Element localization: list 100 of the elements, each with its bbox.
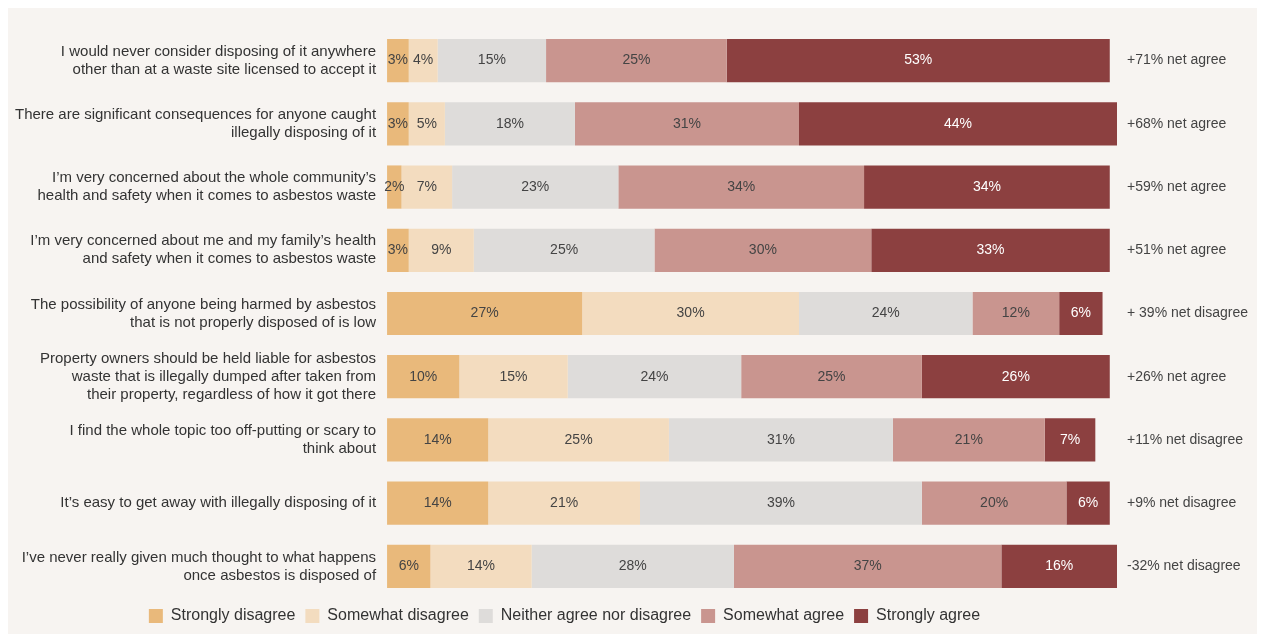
data-label: 3% <box>387 51 409 68</box>
text: +26% net agree <box>1127 367 1227 384</box>
bar <box>444 102 575 146</box>
data-label: 3% <box>387 114 409 131</box>
data-label: 33% <box>976 241 1005 258</box>
bar <box>726 38 1110 83</box>
data-label: 3% <box>387 241 409 258</box>
legend-label: Strongly agree <box>876 606 981 624</box>
bar <box>408 38 438 83</box>
data-label: 21% <box>550 494 579 511</box>
bar <box>741 355 922 399</box>
data-label: 16% <box>1045 557 1074 574</box>
bar <box>574 102 800 146</box>
bar <box>1001 544 1117 589</box>
data-label: 26% <box>1001 367 1030 384</box>
text: +68% net agree <box>1127 114 1227 131</box>
bar <box>430 544 532 589</box>
data-label: 37% <box>853 557 882 574</box>
bar <box>437 38 547 83</box>
data-label: 31% <box>672 114 701 131</box>
text: +71% net agree <box>1127 51 1227 68</box>
bar <box>892 418 1045 462</box>
data-label: 10% <box>409 367 438 384</box>
data-label: 6% <box>398 557 419 574</box>
y-tick-label: I’m very concerned about me and my family’s health and safety when it comes to asbestos waste <box>30 231 377 267</box>
bar <box>921 355 1110 399</box>
bar <box>567 355 742 399</box>
data-label: 21% <box>954 430 983 447</box>
bar <box>668 418 893 462</box>
data-label: 31% <box>766 430 795 447</box>
y-tick-label: It’s easy to get away with illegally disposing of it <box>60 493 377 511</box>
bar <box>921 481 1067 525</box>
data-label: 39% <box>766 494 795 511</box>
legend-label: Somewhat agree <box>723 606 845 624</box>
data-label: 34% <box>972 177 1001 194</box>
text: +9% net disagree <box>1127 494 1237 511</box>
bar <box>546 38 727 83</box>
bar <box>1044 418 1096 462</box>
data-label: 14% <box>423 494 452 511</box>
bar <box>387 544 431 589</box>
bar <box>864 165 1110 209</box>
text: +51% net agree <box>1127 241 1227 258</box>
y-tick-label: The possibility of anyone being harmed by asbestos that is not properly disposed of is low <box>30 294 377 330</box>
text: +11% net disagree <box>1127 430 1244 447</box>
bar <box>972 291 1060 336</box>
legend-label: Somewhat disagree <box>327 606 469 624</box>
data-label: 6% <box>1077 494 1099 511</box>
bar <box>459 355 568 399</box>
data-label: 12% <box>1001 304 1030 321</box>
data-label: 24% <box>871 304 900 321</box>
bar <box>387 481 489 525</box>
data-label: 4% <box>413 51 434 68</box>
y-tick-label: I would never consider disposing of it anywhere other than at a waste site licensed to accept it <box>60 41 377 77</box>
data-label: 44% <box>943 114 973 131</box>
data-label: 30% <box>676 304 705 321</box>
data-label: 14% <box>467 557 496 574</box>
bar <box>387 291 583 336</box>
legend-label: Neither agree nor disagree <box>500 606 692 624</box>
data-label: 28% <box>618 557 647 574</box>
bar <box>871 228 1110 272</box>
bar <box>799 291 973 336</box>
data-label: 6% <box>1070 304 1091 321</box>
data-label: 25% <box>622 51 651 68</box>
data-label: 7% <box>1059 430 1081 447</box>
bar <box>1066 481 1110 525</box>
data-label: 14% <box>423 430 452 447</box>
bar <box>733 544 1002 589</box>
text: + 39% net disagree <box>1127 304 1249 321</box>
bar <box>1059 291 1103 336</box>
bar <box>531 544 734 589</box>
y-tick-label: I’ve never really given much thought to what happens once asbestos is disposed of <box>21 547 377 583</box>
data-label: 7% <box>416 177 437 194</box>
text: -32% net disagree <box>1127 557 1241 574</box>
bar <box>799 102 1117 146</box>
legend-label: Strongly disagree <box>170 606 296 624</box>
bar <box>618 165 865 209</box>
bar <box>488 481 641 525</box>
data-label: 5% <box>416 114 437 131</box>
y-tick-label: There are significant consequences for anyone caught illegally disposing of it <box>15 104 377 140</box>
data-label: 23% <box>521 177 550 194</box>
data-label: 24% <box>640 367 669 384</box>
data-label: 34% <box>727 177 756 194</box>
data-label: 15% <box>477 51 506 68</box>
data-label: 18% <box>495 114 524 131</box>
data-label: 15% <box>499 367 528 384</box>
y-tick-label: I find the whole topic too off-putting or scary to think about <box>69 421 377 457</box>
bar <box>473 228 655 272</box>
data-label: 9% <box>431 241 452 258</box>
bar <box>387 355 460 399</box>
data-label: 25% <box>817 367 846 384</box>
data-label: 25% <box>564 430 593 447</box>
bar <box>387 418 489 462</box>
text: +59% net agree <box>1127 177 1227 194</box>
y-tick-label: I’m very concerned about the whole community’s health and safety when it comes to asbestos waste <box>37 168 377 204</box>
data-label: 27% <box>470 304 499 321</box>
bar <box>452 165 619 209</box>
data-label: 20% <box>980 494 1009 511</box>
bar <box>582 291 800 336</box>
bar <box>408 102 445 146</box>
data-label: 53% <box>904 51 933 68</box>
